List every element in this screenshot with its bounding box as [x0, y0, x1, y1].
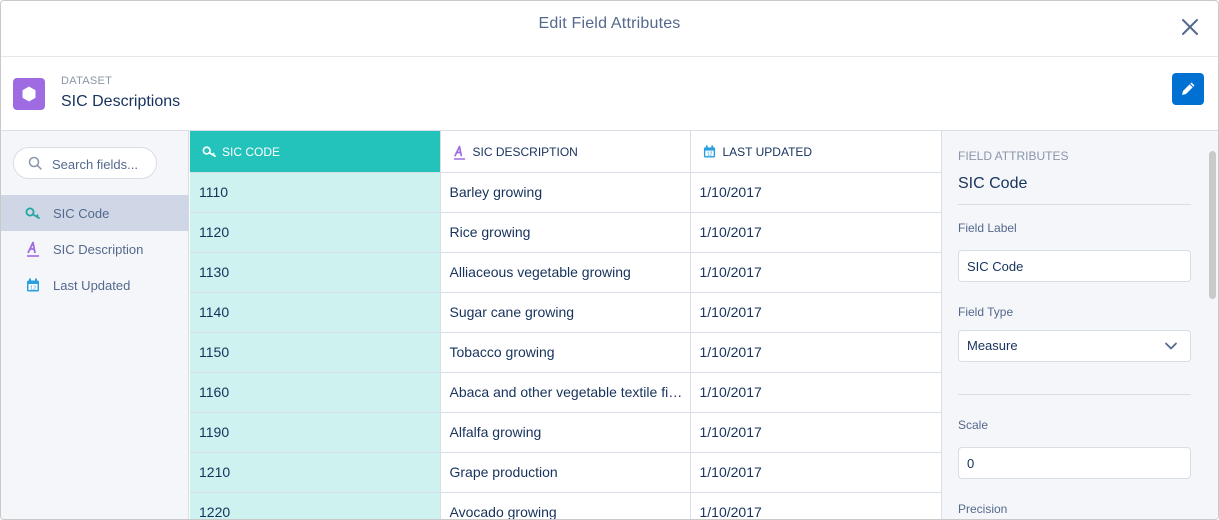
field-label-label: Field Label	[958, 221, 1017, 235]
sidebar-item-sic-code[interactable]: SIC Code	[1, 195, 189, 231]
cell-last-updated: 1/10/2017	[690, 172, 941, 213]
cell-sic-description: Abaca and other vegetable textile fiber …	[440, 372, 691, 413]
field-type-label: Field Type	[958, 305, 1014, 319]
cell-sic-code: 1130	[190, 252, 441, 293]
divider	[958, 394, 1191, 395]
cell-sic-description: Tobacco growing	[440, 332, 691, 373]
chevron-down-icon	[1165, 342, 1177, 350]
key-field-icon	[25, 205, 41, 221]
calendar-icon: 12	[25, 277, 41, 293]
column-header-sic-code[interactable]: SIC CODE	[190, 131, 441, 173]
panel-eyebrow: FIELD ATTRIBUTES	[958, 149, 1069, 163]
search-box[interactable]	[13, 147, 157, 179]
scrollbar[interactable]	[1209, 151, 1216, 299]
close-icon	[1182, 19, 1198, 35]
cell-last-updated: 1/10/2017	[690, 372, 941, 413]
table-row: 1140 Sugar cane growing 1/10/2017	[190, 292, 941, 333]
cell-sic-code: 1210	[190, 452, 441, 493]
cell-sic-description: Barley growing	[440, 172, 691, 213]
sidebar-item-last-updated[interactable]: 12 Last Updated	[1, 267, 189, 303]
column-header-label: LAST UPDATED	[722, 144, 813, 159]
search-icon	[28, 156, 42, 170]
cell-sic-code: 1140	[190, 292, 441, 333]
cell-sic-description: Avocado growing	[440, 492, 691, 519]
modal-title: Edit Field Attributes	[538, 15, 681, 32]
dataset-icon	[13, 78, 45, 110]
table-row: 1110 Barley growing 1/10/2017	[190, 172, 941, 213]
sidebar-item-sic-description[interactable]: SIC Description	[1, 231, 189, 267]
svg-text:12: 12	[30, 285, 36, 291]
field-sidebar: SIC Code SIC Description 12 Last Updated	[1, 131, 189, 519]
cell-sic-code: 1160	[190, 372, 441, 413]
cell-sic-description: Alfalfa growing	[440, 412, 691, 453]
dataset-bar: DATASET SIC Descriptions	[1, 57, 1218, 131]
sidebar-item-label: SIC Code	[53, 205, 110, 221]
field-attributes-panel: FIELD ATTRIBUTES SIC Code Field Label Fi…	[941, 131, 1218, 519]
cell-last-updated: 1/10/2017	[690, 452, 941, 493]
svg-text:12: 12	[706, 151, 712, 157]
cell-sic-code: 1120	[190, 212, 441, 253]
cell-last-updated: 1/10/2017	[690, 492, 941, 519]
column-header-label: SIC DESCRIPTION	[472, 144, 578, 159]
cell-last-updated: 1/10/2017	[690, 412, 941, 453]
cell-sic-code: 1190	[190, 412, 441, 453]
table-row: 1150 Tobacco growing 1/10/2017	[190, 332, 941, 373]
field-label-input[interactable]	[958, 250, 1191, 282]
modal-header: Edit Field Attributes	[1, 1, 1218, 57]
text-field-icon	[453, 145, 467, 160]
table-row: 1210 Grape production 1/10/2017	[190, 452, 941, 493]
cell-last-updated: 1/10/2017	[690, 332, 941, 373]
search-input[interactable]	[52, 155, 152, 173]
cell-last-updated: 1/10/2017	[690, 252, 941, 293]
divider	[958, 204, 1191, 205]
cell-sic-description: Sugar cane growing	[440, 292, 691, 333]
key-field-icon	[202, 145, 216, 159]
table-row: 1190 Alfalfa growing 1/10/2017	[190, 412, 941, 453]
calendar-icon: 12	[703, 145, 717, 159]
pencil-icon	[1182, 82, 1195, 95]
scale-label: Scale	[958, 418, 989, 432]
cell-sic-description: Rice growing	[440, 212, 691, 253]
cell-last-updated: 1/10/2017	[690, 212, 941, 253]
cell-sic-code: 1150	[190, 332, 441, 373]
cell-sic-description: Grape production	[440, 452, 691, 493]
cell-sic-description: Alliaceous vegetable growing	[440, 252, 691, 293]
table-row: 1120 Rice growing 1/10/2017	[190, 212, 941, 253]
sidebar-item-label: Last Updated	[53, 277, 131, 293]
field-type-value: Measure	[967, 338, 1018, 353]
dataset-eyebrow: DATASET	[61, 75, 113, 87]
table-row: 1220 Avocado growing 1/10/2017	[190, 492, 941, 519]
column-header-sic-description[interactable]: SIC DESCRIPTION	[440, 131, 691, 173]
dataset-name: SIC Descriptions	[61, 93, 181, 110]
scale-input[interactable]	[958, 447, 1191, 479]
precision-label: Precision	[958, 502, 1008, 516]
column-header-label: SIC CODE	[222, 144, 281, 159]
cell-sic-code: 1110	[190, 172, 441, 213]
text-field-icon	[25, 241, 41, 257]
column-header-last-updated[interactable]: 12 LAST UPDATED	[690, 131, 941, 173]
panel-title: SIC Code	[958, 175, 1028, 192]
cell-sic-code: 1220	[190, 492, 441, 519]
cell-last-updated: 1/10/2017	[690, 292, 941, 333]
close-button[interactable]	[1178, 15, 1202, 39]
sidebar-item-label: SIC Description	[53, 241, 144, 257]
data-table: SIC CODE SIC DESCRIPTION 12 LAST UPDATED …	[190, 131, 941, 519]
table-row: 1160 Abaca and other vegetable textile fi…	[190, 372, 941, 413]
table-row: 1130 Alliaceous vegetable growing 1/10/201…	[190, 252, 941, 293]
field-type-select[interactable]: Measure	[958, 330, 1191, 362]
edit-dataset-button[interactable]	[1172, 73, 1204, 105]
